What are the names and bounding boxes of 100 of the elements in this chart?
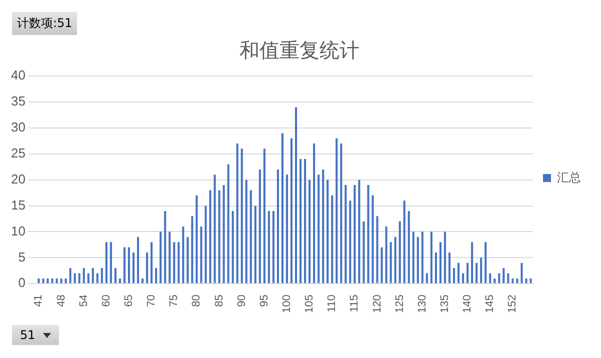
- bar: [516, 278, 518, 284]
- bar: [114, 268, 116, 284]
- bar: [452, 268, 456, 284]
- bar: [214, 174, 216, 284]
- bar: [56, 278, 58, 284]
- bar: [78, 273, 80, 284]
- bar: [458, 262, 460, 284]
- bar: [204, 206, 207, 284]
- bar: [60, 278, 62, 284]
- chart-title: 和值重复统计: [240, 38, 360, 62]
- bar: [150, 242, 153, 284]
- bar: [471, 242, 474, 284]
- x-tick-label: 48: [55, 294, 68, 307]
- bar: [105, 242, 108, 284]
- legend-label: 汇总: [557, 170, 581, 184]
- bar: [448, 252, 451, 284]
- bar: [118, 278, 121, 284]
- y-tick-label: 10: [10, 223, 26, 238]
- bar: [295, 107, 298, 284]
- x-tick-label: 125: [394, 294, 406, 314]
- bar: [92, 268, 94, 284]
- bar: [160, 232, 162, 284]
- bar: [318, 174, 320, 284]
- bar: [276, 169, 279, 284]
- x-tick-label: 54: [78, 294, 90, 307]
- bar: [100, 268, 103, 284]
- x-tick-label: 152: [506, 294, 519, 314]
- bar: [530, 278, 532, 284]
- x-tick-label: 60: [100, 294, 112, 307]
- bar: [110, 242, 112, 284]
- bar: [439, 242, 442, 284]
- bar: [87, 273, 90, 284]
- bar: [137, 236, 140, 284]
- bar: [480, 258, 482, 284]
- x-tick-label: 65: [123, 294, 136, 307]
- bar: [227, 164, 230, 284]
- bar: [376, 216, 378, 284]
- bar: [372, 195, 374, 284]
- bar: [263, 148, 266, 284]
- x-tick-label: 75: [168, 294, 180, 307]
- y-tick-label: 20: [10, 171, 26, 186]
- bar: [281, 133, 284, 284]
- bar: [232, 210, 234, 284]
- bar: [46, 278, 49, 284]
- bar: [476, 262, 478, 284]
- y-tick-label: 0: [18, 275, 26, 290]
- bar: [512, 278, 514, 284]
- bar: [466, 262, 469, 284]
- bar: [403, 200, 406, 284]
- bar: [331, 195, 334, 284]
- text: 计数项:51: [17, 15, 72, 32]
- bar: [462, 273, 464, 284]
- y-tick-label: 40: [10, 68, 26, 83]
- bar: [336, 138, 338, 284]
- bar: [484, 242, 487, 284]
- bar: [507, 273, 510, 284]
- x-tick-label: 105: [304, 294, 316, 314]
- bar: [196, 195, 198, 284]
- x-tick-label: 120: [371, 294, 384, 314]
- bar: [42, 278, 44, 284]
- bar: [250, 190, 252, 284]
- bar: [408, 210, 410, 284]
- x-tick-label: 140: [462, 294, 474, 314]
- bar: [380, 247, 383, 284]
- bar: [123, 247, 126, 284]
- bar: [268, 210, 270, 284]
- bar: [308, 180, 311, 284]
- y-tick-label: 30: [10, 119, 26, 134]
- x-tick-label: 110: [326, 294, 338, 312]
- bar: [38, 278, 40, 284]
- bar: [430, 232, 432, 284]
- bar: [240, 148, 243, 284]
- bar: [142, 278, 144, 284]
- bar: [525, 278, 528, 284]
- x-tick-label: 95: [258, 294, 270, 307]
- x-tick-label: 85: [213, 294, 226, 307]
- bar: [96, 273, 98, 284]
- bar: [128, 247, 130, 284]
- bar: [494, 278, 496, 284]
- y-tick-label: 25: [10, 145, 26, 160]
- bar: [421, 232, 424, 284]
- bar: [300, 159, 302, 284]
- text: 51: [20, 328, 36, 342]
- x-tick-label: 70: [146, 294, 158, 307]
- bar: [444, 232, 446, 284]
- x-tick-label: 145: [484, 294, 496, 314]
- bar: [218, 190, 220, 284]
- bar: [258, 169, 261, 284]
- bar: [182, 226, 184, 284]
- bar: [354, 185, 356, 284]
- bar: [367, 185, 370, 284]
- bar: [322, 169, 324, 284]
- bar: [344, 185, 347, 284]
- bar: [520, 262, 523, 284]
- y-tick-label: 35: [10, 94, 26, 109]
- bar: [82, 268, 85, 284]
- bar: [394, 236, 396, 284]
- bar: [416, 236, 419, 284]
- bar: [385, 226, 388, 284]
- bar: [64, 278, 67, 284]
